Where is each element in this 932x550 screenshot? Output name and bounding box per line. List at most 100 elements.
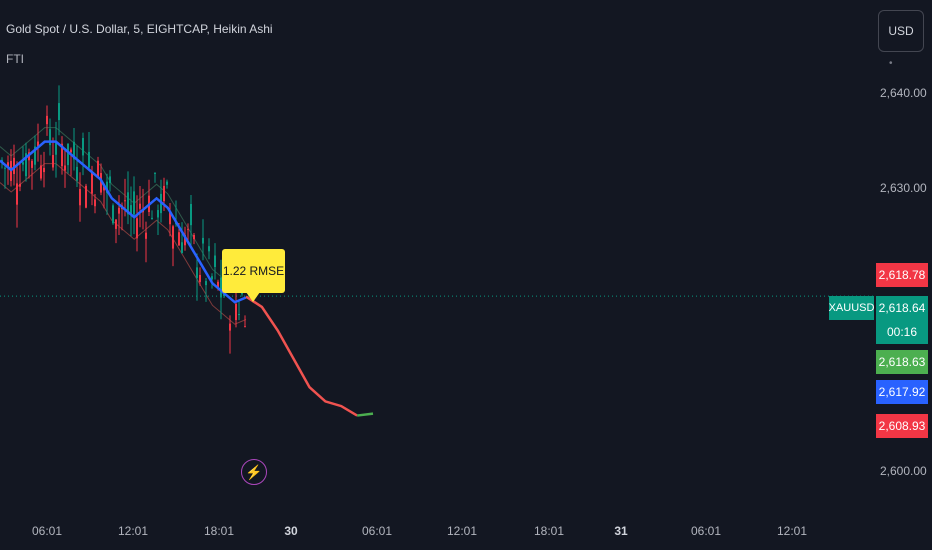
candle-body [58, 103, 60, 121]
ma-line [0, 140, 247, 304]
x-tick-label: 12:01 [446, 524, 478, 538]
symbol-label: XAUUSD [829, 296, 874, 320]
candle-body [46, 115, 48, 125]
candle-body [82, 138, 84, 156]
candle-body [79, 188, 81, 206]
candle-body [4, 167, 6, 169]
candle-body [205, 281, 207, 286]
candle-body [130, 205, 132, 215]
candle-body [184, 234, 186, 246]
candle-body [124, 200, 126, 202]
rmse-label: 1.22 RMSE [222, 249, 285, 302]
candle-body [112, 205, 114, 224]
candle-body [7, 162, 9, 167]
upper-band-line [0, 127, 247, 289]
candle-body [103, 186, 105, 191]
candle-body [133, 191, 135, 215]
candle-body [217, 281, 219, 288]
candle-body [67, 143, 69, 166]
currency-button[interactable]: USD [878, 10, 924, 52]
candle-body [37, 141, 39, 147]
candle-body [13, 157, 15, 175]
candle-body [118, 207, 120, 214]
x-tick-label: 06:01 [690, 524, 722, 538]
candle-body [181, 242, 183, 254]
candle-body [199, 274, 201, 282]
candle-body [136, 218, 138, 239]
price-badge: 00:16 [876, 320, 928, 344]
price-badge: 2,618.78 [876, 263, 928, 287]
x-tick-label: 12:01 [117, 524, 149, 538]
candles [1, 85, 246, 354]
y-tick-label: 2,630.00 [880, 180, 927, 195]
candle-body [208, 246, 210, 252]
candle-body [190, 204, 192, 226]
candle-body [139, 203, 141, 209]
chart-title: Gold Spot / U.S. Dollar, 5, EIGHTCAP, He… [6, 22, 273, 36]
x-tick-label: 12:01 [776, 524, 808, 538]
candle-body [25, 153, 27, 177]
candle-body [43, 167, 45, 173]
candle-body [151, 217, 153, 220]
candle-body [91, 172, 93, 194]
candle-body [55, 142, 57, 155]
candle-body [40, 165, 42, 179]
candle-body [220, 277, 222, 298]
candle-body [76, 166, 78, 181]
candle-body [172, 226, 174, 249]
candle-body [70, 149, 72, 153]
candle-body [73, 141, 75, 160]
candle-body [49, 129, 51, 146]
candle-body [157, 210, 159, 218]
candle-body [238, 314, 240, 316]
x-tick-label: 06:01 [31, 524, 63, 538]
candle-body [97, 160, 99, 178]
price-badge: 2,608.93 [876, 414, 928, 438]
candle-body [154, 172, 156, 174]
candle-body [187, 228, 189, 230]
candle-body [64, 165, 66, 171]
candle-body [85, 185, 87, 208]
candle-body [100, 173, 102, 193]
candle-body [193, 235, 195, 240]
candle-body [19, 184, 21, 187]
candle-body [235, 303, 237, 321]
x-tick-label: 06:01 [361, 524, 393, 538]
candle-body [127, 192, 129, 215]
candle-body [109, 176, 111, 183]
candle-body [106, 181, 108, 193]
candle-body [31, 160, 33, 168]
candle-body [115, 219, 117, 229]
price-badge: 2,618.63 [876, 350, 928, 374]
lightning-icon[interactable]: ⚡ [241, 459, 267, 485]
candle-body [178, 232, 180, 246]
candle-body [145, 232, 147, 239]
candle-body [244, 326, 246, 328]
price-badge: 2,617.92 [876, 380, 928, 404]
x-tick-label: 31 [614, 524, 628, 538]
candle-body [61, 143, 63, 167]
x-tick-label: 30 [284, 524, 298, 538]
candle-body [34, 146, 36, 165]
x-tick-label: 18:01 [533, 524, 565, 538]
dot-icon: • [889, 58, 893, 69]
candle-body [229, 323, 231, 331]
forecast-end-line [356, 412, 374, 417]
indicator-label[interactable]: FTI [6, 52, 24, 66]
y-tick-label: 2,640.00 [880, 86, 927, 101]
forecast-line [245, 295, 358, 417]
candle-body [16, 183, 18, 205]
candle-body [169, 212, 171, 225]
x-tick-label: 18:01 [203, 524, 235, 538]
candle-body [94, 199, 96, 207]
y-tick-label: 2,600.00 [880, 464, 927, 479]
candle-body [22, 162, 24, 165]
candle-body [52, 155, 54, 168]
candle-body [211, 276, 213, 280]
candle-body [88, 151, 90, 168]
price-badge: 2,618.64 [876, 296, 928, 320]
candle-body [214, 255, 216, 268]
candle-body [196, 267, 198, 278]
candle-body [166, 181, 168, 185]
